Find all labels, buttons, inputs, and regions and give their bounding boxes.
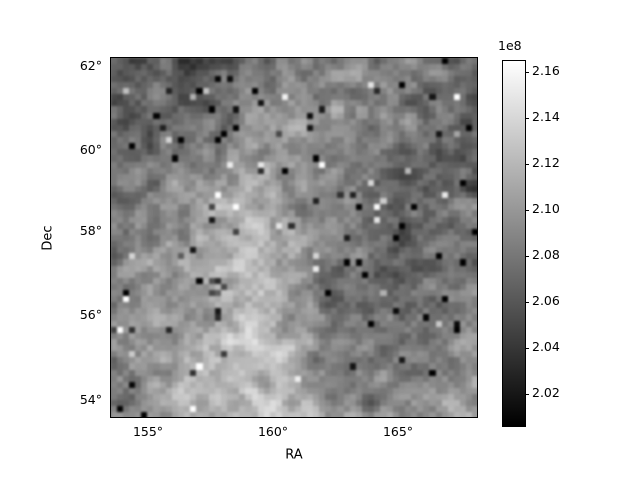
cb-tick-2.12 xyxy=(525,164,529,166)
x-ticklabel-155: 155° xyxy=(132,424,164,439)
cb-ticklabel-2.02: 2.02 xyxy=(532,384,560,400)
cb-tick-2.16 xyxy=(525,72,529,74)
y-tick-right-56 xyxy=(477,385,478,386)
x-ticklabel-165: 165° xyxy=(382,424,414,439)
cb-ticklabel-2.08: 2.08 xyxy=(532,246,560,262)
cb-tick-2.14 xyxy=(525,118,529,120)
y-tick-right-60b xyxy=(477,218,478,219)
y-tick-54 xyxy=(110,401,111,402)
x-tick-155 xyxy=(149,417,150,418)
y-tick-right-60 xyxy=(477,210,478,211)
sky-map-axes[interactable] xyxy=(110,57,478,418)
y-ticklabel-58: 58° xyxy=(79,222,102,238)
y-tick-60 xyxy=(110,151,111,152)
x-ticklabel-160: 160° xyxy=(257,424,289,439)
colorbar-offset-label: 1e8 xyxy=(498,38,522,53)
x-axis-title: RA xyxy=(285,447,303,463)
colorbar-axes[interactable] xyxy=(502,60,529,427)
y-ticklabel-56: 56° xyxy=(79,306,102,322)
cb-ticklabel-2.06: 2.06 xyxy=(532,292,560,308)
x-tick-165 xyxy=(399,417,400,418)
y-axis-title: Dec xyxy=(40,225,56,251)
x-tick-top-155 xyxy=(164,57,165,58)
cb-ticklabel-2.04: 2.04 xyxy=(532,338,560,354)
cb-tick-2.02 xyxy=(525,394,529,396)
y-tick-right-62 xyxy=(477,126,478,127)
cb-ticklabel-2.12: 2.12 xyxy=(532,154,560,170)
sky-map-image xyxy=(111,58,477,417)
cb-tick-2.06 xyxy=(525,302,529,304)
cb-tick-2.10 xyxy=(525,210,529,212)
cb-tick-2.04 xyxy=(525,348,529,350)
y-ticklabel-62: 62° xyxy=(79,57,102,73)
cb-ticklabel-2.10: 2.10 xyxy=(532,200,560,216)
x-tick-top-165 xyxy=(407,57,408,58)
y-ticklabel-60: 60° xyxy=(79,141,102,157)
cb-tick-2.08 xyxy=(525,256,529,258)
y-ticklabel-54: 54° xyxy=(79,391,102,407)
cb-ticklabel-2.14: 2.14 xyxy=(532,108,560,124)
y-tick-62 xyxy=(110,67,111,68)
x-tick-160 xyxy=(274,417,275,418)
y-tick-58 xyxy=(110,232,111,233)
cb-ticklabel-2.16: 2.16 xyxy=(532,62,560,78)
y-tick-56 xyxy=(110,316,111,317)
x-tick-top-160 xyxy=(286,57,287,58)
y-tick-right-58 xyxy=(477,301,478,302)
